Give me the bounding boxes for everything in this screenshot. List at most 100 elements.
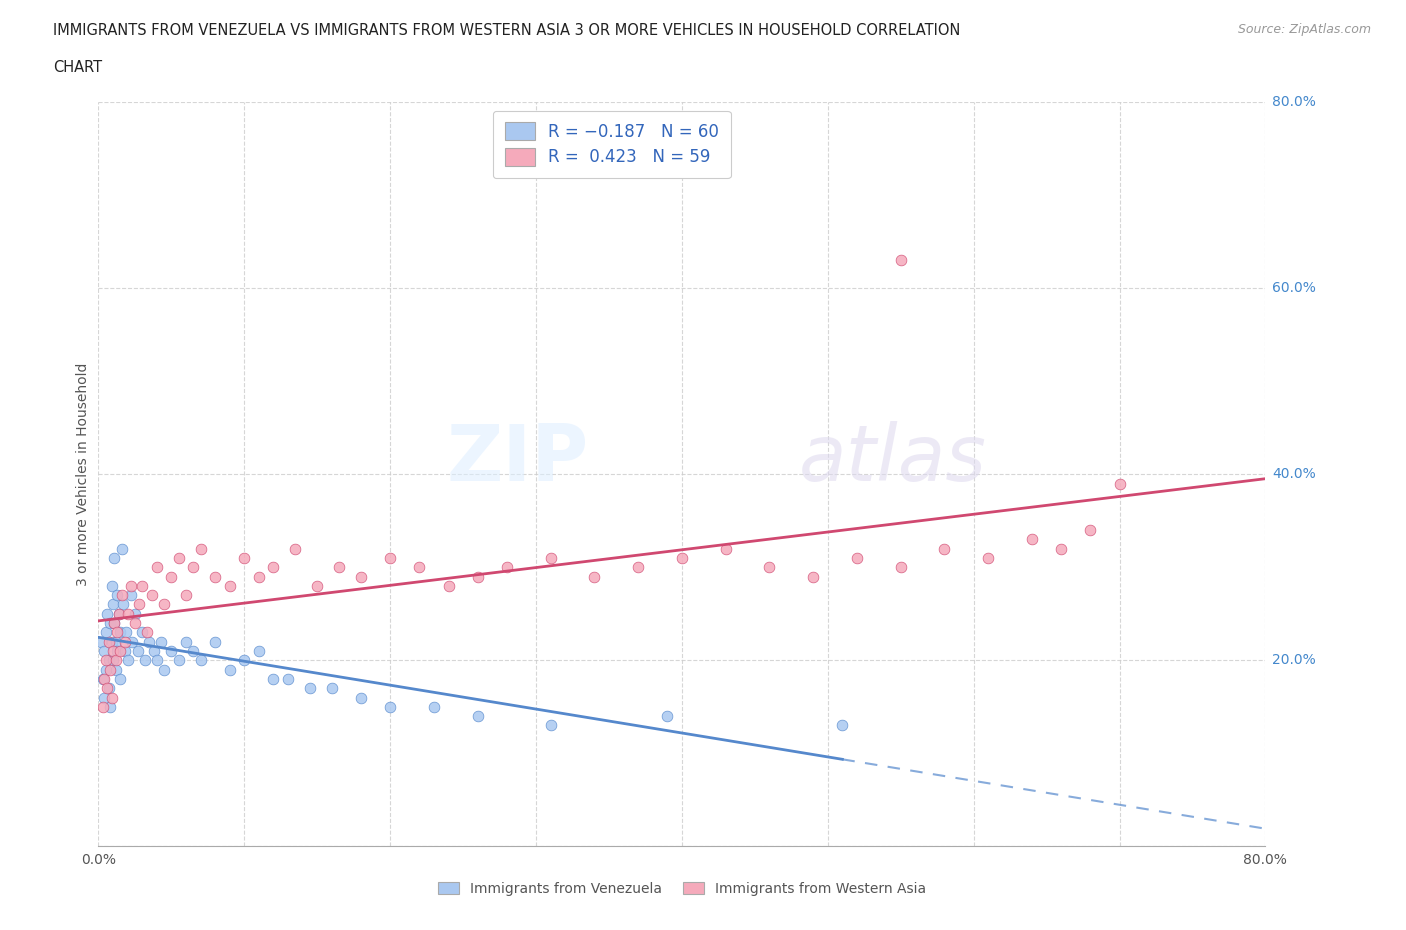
Point [540,551,562,565]
Point [150,634,173,649]
Point [831,718,853,733]
Point [174,634,197,649]
Point [103,616,125,631]
Point [218,662,240,677]
Point [131,625,153,640]
Point [111,588,134,603]
Point [307,578,329,593]
Point [104,653,127,668]
Point [174,588,197,603]
Point [350,569,373,584]
Point [108,606,131,621]
Point [104,634,127,649]
Point [540,718,562,733]
Point [117,606,139,621]
Point [321,681,343,696]
Point [105,588,128,603]
Point [977,551,1000,565]
Text: Source: ZipAtlas.com: Source: ZipAtlas.com [1237,23,1371,36]
Point [121,634,143,649]
Point [467,569,489,584]
Point [141,588,163,603]
Point [801,569,824,584]
Text: ZIP: ZIP [446,421,589,498]
Point [120,588,142,603]
Point [98,662,121,677]
Point [114,634,136,649]
Point [91,671,114,686]
Point [233,551,256,565]
Point [104,662,127,677]
Point [423,699,446,714]
Point [437,578,460,593]
Point [845,551,868,565]
Point [1021,532,1043,547]
Point [93,690,115,705]
Point [262,671,284,686]
Point [1108,476,1130,491]
Point [93,644,115,658]
Point [262,560,284,575]
Point [298,681,321,696]
Point [110,644,132,658]
Point [204,634,226,649]
Point [90,634,112,649]
Text: IMMIGRANTS FROM VENEZUELA VS IMMIGRANTS FROM WESTERN ASIA 3 OR MORE VEHICLES IN : IMMIGRANTS FROM VENEZUELA VS IMMIGRANTS … [53,23,960,38]
Point [627,560,650,575]
Point [134,653,156,668]
Text: 60.0%: 60.0% [1272,281,1316,296]
Text: atlas: atlas [799,421,987,498]
Point [758,560,780,575]
Point [190,541,212,556]
Point [181,644,204,658]
Point [128,597,150,612]
Point [142,644,165,658]
Text: CHART: CHART [53,60,103,75]
Point [108,606,131,621]
Point [146,653,169,668]
Point [190,653,212,668]
Point [117,653,139,668]
Point [101,597,124,612]
Point [111,541,134,556]
Point [97,634,120,649]
Point [160,569,183,584]
Point [96,606,118,621]
Point [110,671,132,686]
Point [146,560,169,575]
Point [284,541,307,556]
Point [124,616,146,631]
Point [105,625,128,640]
Point [138,634,160,649]
Point [467,709,489,724]
Point [127,644,149,658]
Point [97,681,120,696]
Point [100,578,122,593]
Point [124,606,146,621]
Point [378,699,402,714]
Point [714,541,737,556]
Point [114,644,136,658]
Point [100,634,122,649]
Point [94,625,117,640]
Point [97,653,120,668]
Point [328,560,350,575]
Point [131,578,153,593]
Point [153,662,176,677]
Point [583,569,606,584]
Point [204,569,226,584]
Legend: Immigrants from Venezuela, Immigrants from Western Asia: Immigrants from Venezuela, Immigrants fr… [432,875,932,903]
Point [100,690,122,705]
Point [110,625,132,640]
Point [120,578,142,593]
Point [153,597,176,612]
Text: 40.0%: 40.0% [1272,467,1316,482]
Point [98,616,121,631]
Point [135,625,157,640]
Point [94,653,117,668]
Point [91,699,114,714]
Point [167,551,190,565]
Point [94,662,117,677]
Point [277,671,299,686]
Point [103,551,125,565]
